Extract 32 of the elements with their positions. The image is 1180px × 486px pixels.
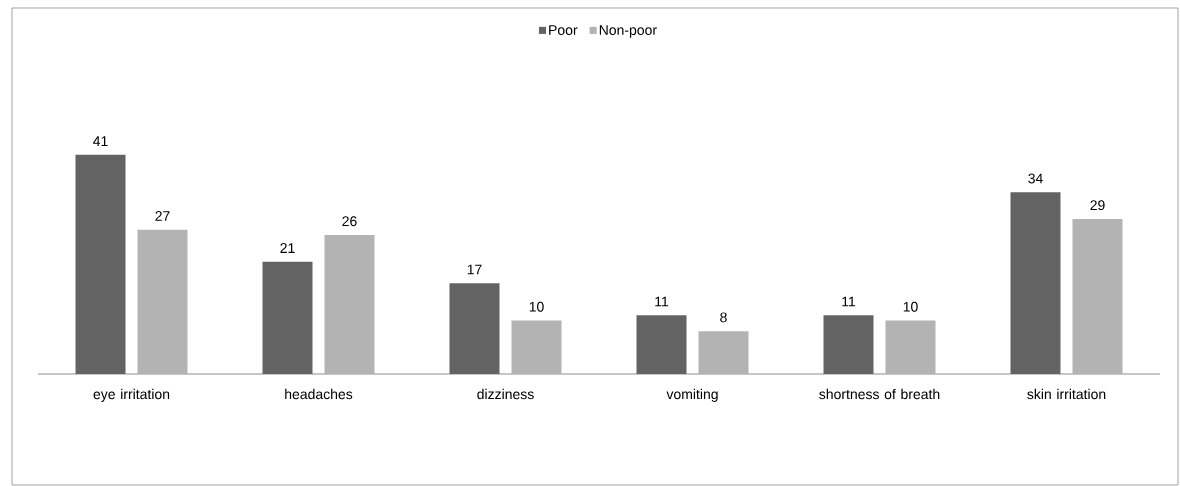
bar [698, 331, 749, 374]
data-label: 21 [280, 243, 295, 253]
x-tick-label: dizziness [477, 388, 534, 400]
data-label: 11 [842, 296, 856, 307]
data-label: 8 [720, 312, 727, 323]
bar [449, 283, 500, 374]
x-tick-label: headaches [285, 388, 353, 400]
bar [511, 320, 562, 374]
x-tick-label: shortness of breath [819, 388, 940, 400]
bar [823, 315, 874, 374]
bar [1072, 218, 1123, 374]
x-tick-label: eye irritation [93, 388, 170, 402]
bar [885, 320, 936, 374]
data-label: 34 [1028, 173, 1043, 184]
data-label: 17 [467, 264, 482, 275]
data-label: 41 [93, 136, 108, 146]
bar [262, 261, 313, 374]
x-tick-label: skin irritation [1027, 388, 1106, 400]
data-label: 26 [342, 216, 357, 227]
legend-label: Poor [549, 25, 578, 35]
bar [1010, 192, 1061, 374]
bar [636, 315, 687, 374]
data-label: 10 [529, 301, 544, 312]
data-label: 29 [1090, 200, 1105, 211]
data-label: 11 [655, 296, 669, 307]
bar [324, 235, 375, 374]
bar [75, 154, 126, 374]
data-label: 10 [903, 301, 918, 312]
data-label: 27 [155, 211, 170, 221]
x-tick-label: vomiting [666, 388, 718, 402]
legend-label: Non-poor [599, 25, 657, 38]
bar [137, 229, 188, 374]
